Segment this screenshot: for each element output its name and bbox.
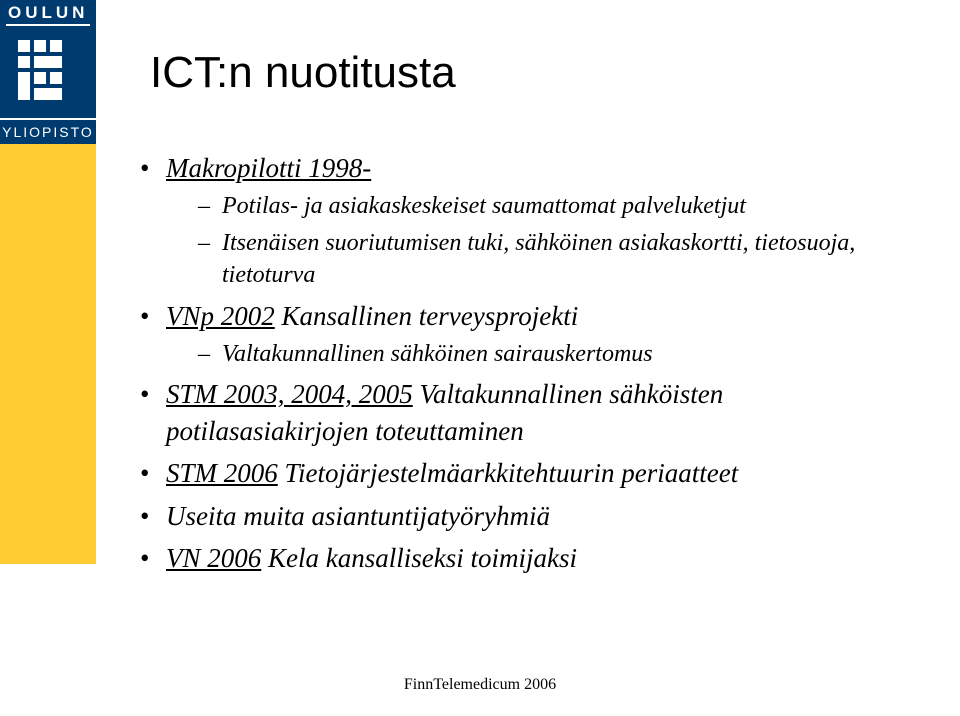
bullet-text: Kansallinen terveysprojekti bbox=[275, 301, 578, 331]
logo-bottom-text: YLIOPISTO bbox=[0, 118, 96, 144]
sidebar-accent bbox=[0, 144, 96, 564]
bullet-text: Kela kansalliseksi toimijaksi bbox=[261, 543, 577, 573]
sub-bullet-item: Valtakunnallinen sähköinen sairauskertom… bbox=[198, 338, 920, 370]
slide-content: Makropilotti 1998- Potilas- ja asiakaskes… bbox=[140, 150, 920, 583]
bullet-text: Useita muita asiantuntijatyöryhmiä bbox=[166, 501, 550, 531]
logo-divider bbox=[6, 24, 90, 26]
bullet-item: Makropilotti 1998- Potilas- ja asiakaskes… bbox=[140, 150, 920, 292]
bullet-item: STM 2003, 2004, 2005 Valtakunnallinen sä… bbox=[140, 376, 920, 449]
university-logo: OULUN YLIOPISTO bbox=[0, 0, 96, 144]
bullet-item: VNp 2002 Kansallinen terveysprojekti Valt… bbox=[140, 298, 920, 371]
bullet-text: Tietojärjestelmäarkkitehtuurin periaatte… bbox=[278, 458, 738, 488]
sub-bullet-item: Itsenäisen suoriutumisen tuki, sähköinen… bbox=[198, 227, 920, 292]
bullet-link[interactable]: Makropilotti 1998- bbox=[166, 153, 371, 183]
logo-emblem bbox=[0, 34, 96, 118]
bullet-list: Makropilotti 1998- Potilas- ja asiakaskes… bbox=[140, 150, 920, 577]
bullet-item: Useita muita asiantuntijatyöryhmiä bbox=[140, 498, 920, 534]
bullet-item: VN 2006 Kela kansalliseksi toimijaksi bbox=[140, 540, 920, 576]
logo-top-text: OULUN bbox=[8, 3, 88, 23]
logo-top: OULUN bbox=[0, 0, 96, 34]
bullet-link[interactable]: STM 2006 bbox=[166, 458, 278, 488]
sub-bullet-item: Potilas- ja asiakaskeskeiset saumattomat… bbox=[198, 190, 920, 222]
bullet-link[interactable]: VNp 2002 bbox=[166, 301, 275, 331]
slide: OULUN YLIOPISTO ICT:n nuotitusta bbox=[0, 0, 960, 716]
slide-title: ICT:n nuotitusta bbox=[150, 48, 456, 98]
logo-svg bbox=[18, 40, 78, 112]
sub-bullet-list: Valtakunnallinen sähköinen sairauskertom… bbox=[198, 338, 920, 370]
bullet-link[interactable]: STM 2003, 2004, 2005 bbox=[166, 379, 413, 409]
bullet-item: STM 2006 Tietojärjestelmäarkkitehtuurin … bbox=[140, 455, 920, 491]
bullet-link[interactable]: VN 2006 bbox=[166, 543, 261, 573]
sub-bullet-list: Potilas- ja asiakaskeskeiset saumattomat… bbox=[198, 190, 920, 291]
slide-footer: FinnTelemedicum 2006 bbox=[0, 676, 960, 694]
